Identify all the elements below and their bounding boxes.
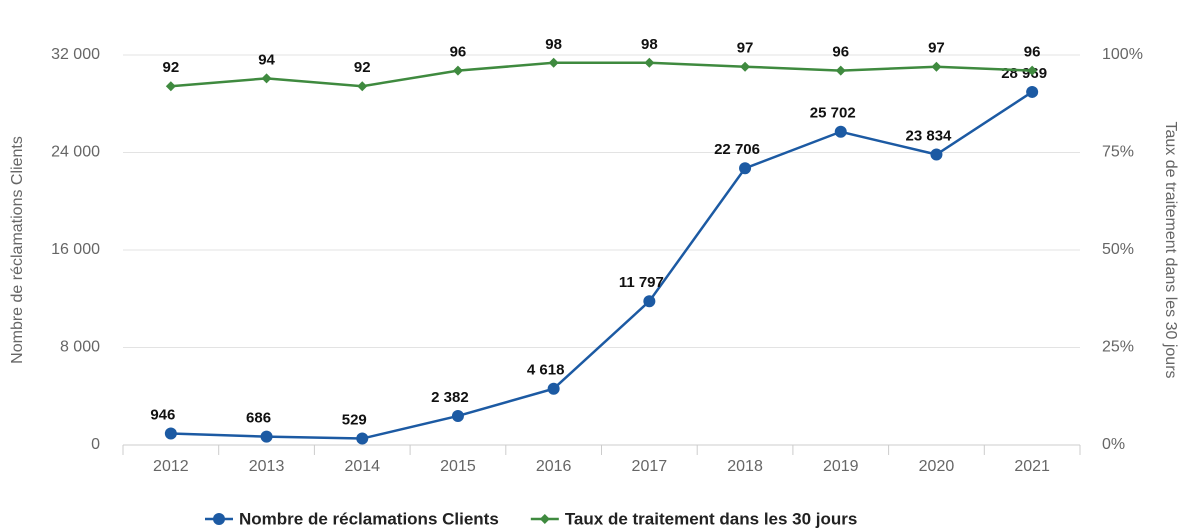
y2-axis-title: Taux de traitement dans les 30 jours [1162,121,1179,378]
data-label: 529 [342,412,367,429]
data-label: 97 [737,40,754,57]
data-label: 11 797 [619,274,664,291]
series-line [170,61,1033,88]
data-label: 98 [641,36,658,53]
x-tick-label: 2019 [823,458,859,475]
x-tick-label: 2015 [440,458,476,475]
y2-tick-label: 0% [1102,436,1125,453]
x-tick-label: 2020 [919,458,955,475]
point [644,57,655,68]
point [165,81,176,92]
y-tick-label: 24 000 [51,144,100,161]
point [931,61,942,72]
x-tick-label: 2017 [632,458,668,475]
data-label: 94 [258,51,275,68]
data-label: 25 702 [810,105,856,122]
y-tick-label: 16 000 [51,241,100,258]
legend-label: Nombre de réclamations Clients [239,509,499,528]
data-label: 92 [354,59,371,76]
x-tick-label: 2016 [536,458,572,475]
point [739,162,752,175]
point [260,430,273,443]
point [835,65,846,76]
data-label: 28 969 [1001,65,1047,82]
legend-marker [213,513,225,525]
y-tick-label: 0 [91,436,100,453]
legend-marker [539,514,550,524]
data-label: 96 [832,44,849,61]
series-line [170,90,1033,440]
point [930,148,943,161]
data-label: 2 382 [431,389,469,406]
x-tick-label: 2014 [344,458,380,475]
point [357,81,368,92]
y-axis-title: Nombre de réclamations Clients [9,136,26,364]
point [451,409,464,422]
x-tick-label: 2012 [153,458,189,475]
x-tick-label: 2018 [727,458,763,475]
data-label: 686 [246,410,271,427]
data-label: 23 834 [906,127,953,144]
point [643,295,656,308]
point [452,65,463,76]
x-tick-label: 2013 [249,458,285,475]
point [834,125,847,138]
point [740,61,751,72]
data-label: 97 [928,40,945,57]
point [1026,85,1039,98]
data-label: 98 [545,36,562,53]
point [547,382,560,395]
point [1027,65,1038,76]
y-tick-label: 8 000 [60,339,100,356]
legend-label: Taux de traitement dans les 30 jours [565,509,858,528]
point [356,432,369,445]
x-tick-label: 2021 [1014,458,1050,475]
data-label: 4 618 [527,362,565,379]
point [261,73,272,84]
y2-tick-label: 25% [1102,339,1134,356]
data-label: 92 [163,59,180,76]
data-label: 946 [150,406,175,423]
y2-tick-label: 100% [1102,46,1143,63]
y-tick-label: 32 000 [51,46,100,63]
y2-tick-label: 50% [1102,241,1134,258]
point [548,57,559,68]
y2-tick-label: 75% [1102,144,1134,161]
point [164,427,177,440]
data-label: 96 [450,44,467,61]
data-label: 96 [1024,44,1041,61]
data-label: 22 706 [714,141,760,158]
